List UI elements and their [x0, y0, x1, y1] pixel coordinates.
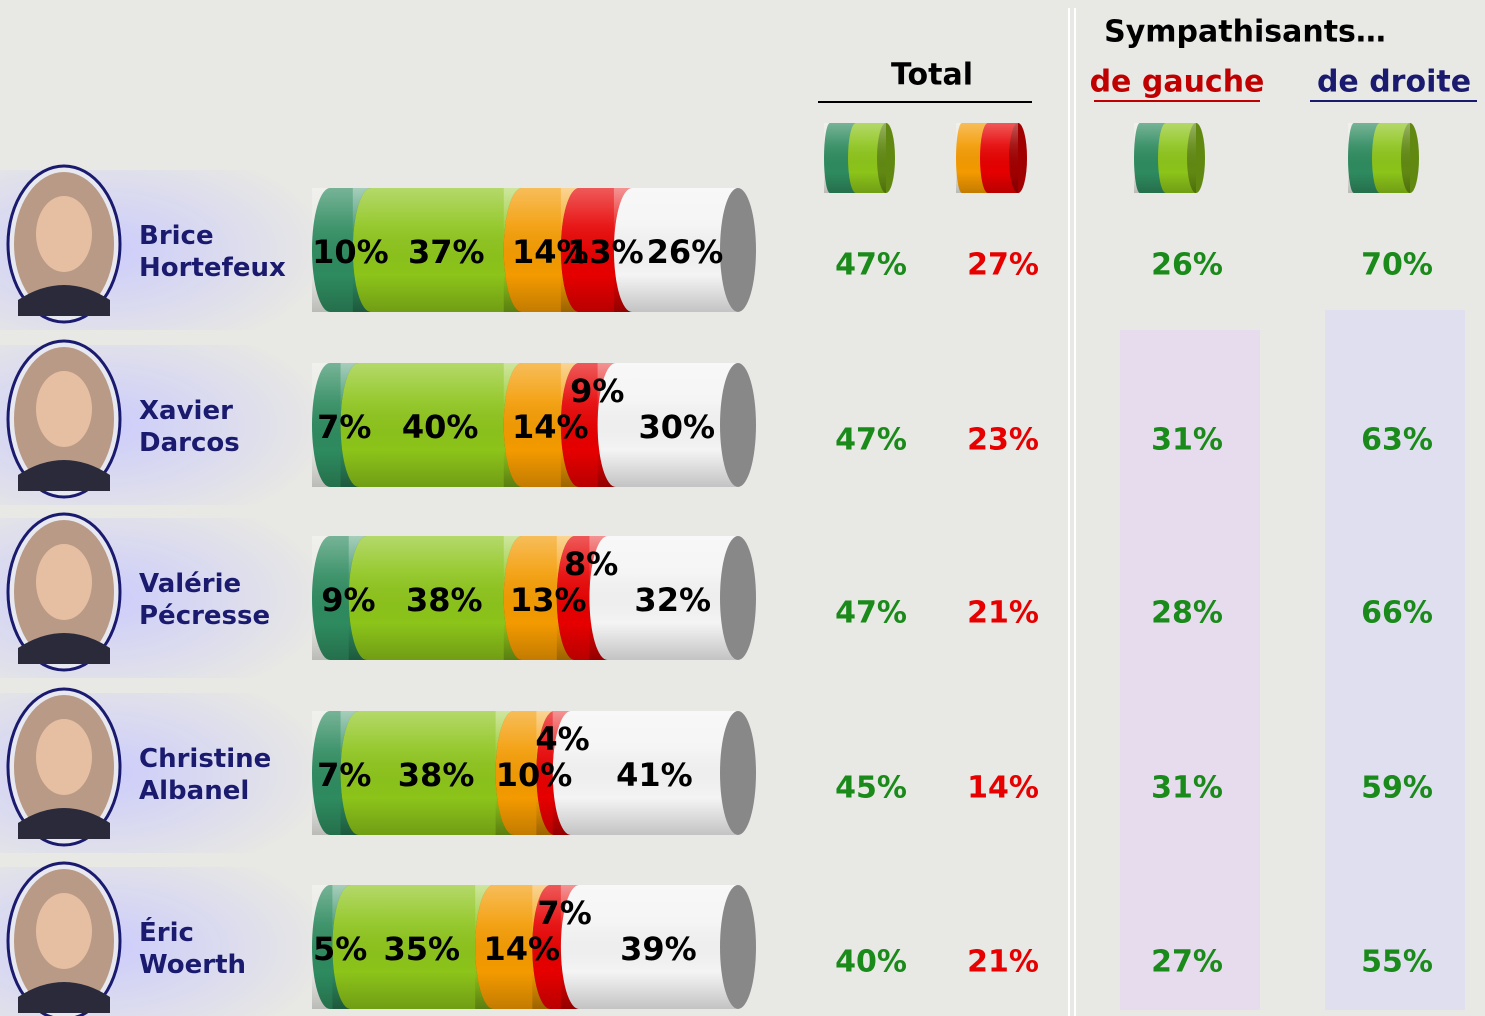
value-label: 32% [634, 581, 711, 619]
table-value: 21% [967, 945, 1039, 980]
table-value: 28% [1151, 596, 1223, 631]
table-value: 63% [1361, 423, 1433, 458]
value-label: 14% [512, 408, 589, 446]
value-label: 38% [406, 581, 483, 619]
photo [18, 982, 110, 1013]
value-label: 9% [321, 581, 375, 619]
value-label: 10% [312, 233, 389, 271]
photo [18, 460, 110, 491]
category-label: Éric Woerth [139, 916, 246, 980]
icon [824, 123, 886, 193]
table-value: 21% [967, 596, 1039, 631]
value-label: 5% [313, 930, 367, 968]
value-label: 38% [398, 756, 475, 794]
value-label: 8% [564, 545, 618, 583]
segment-cap [720, 885, 756, 1009]
table-value: 27% [967, 248, 1039, 283]
column-shade [1325, 310, 1465, 1010]
value-label: 10% [496, 756, 573, 794]
photo [36, 544, 92, 620]
value-label: 26% [647, 233, 724, 271]
table-value: 27% [1151, 945, 1223, 980]
table-value: 45% [835, 771, 907, 806]
segment-shine [613, 188, 738, 312]
segment-cap [720, 188, 756, 312]
photo [18, 808, 110, 839]
segment-shine [589, 536, 738, 660]
photo [36, 196, 92, 272]
value-label: 7% [537, 894, 591, 932]
value-label: 7% [317, 756, 371, 794]
segment-cap [720, 536, 756, 660]
category-label: Valérie Pécresse [139, 569, 270, 631]
segment-shine [332, 885, 494, 1009]
category-label: Xavier Darcos [139, 396, 240, 458]
photo [36, 719, 92, 795]
value-label: 40% [402, 408, 479, 446]
value-label: 14% [512, 233, 589, 271]
header-gauche: de gauche [1090, 65, 1265, 100]
category-label: Christine Albanel [139, 744, 271, 806]
segment-shine [340, 363, 522, 487]
table-value: 70% [1361, 248, 1433, 283]
segment-shine [352, 188, 522, 312]
table-value: 31% [1151, 423, 1223, 458]
table-value: 23% [967, 423, 1039, 458]
value-label: 4% [535, 720, 589, 758]
photo [18, 285, 110, 316]
table-value: 40% [835, 945, 907, 980]
photo [36, 893, 92, 969]
table-value: 14% [967, 771, 1039, 806]
segment-cap [720, 711, 756, 835]
table-value: 26% [1151, 248, 1223, 283]
table-value: 66% [1361, 596, 1433, 631]
table-value: 31% [1151, 771, 1223, 806]
header-droite: de droite [1317, 65, 1471, 100]
icon [1348, 123, 1410, 193]
header-sympathisants: Sympathisants… [1104, 15, 1386, 50]
segment-shine [552, 711, 738, 835]
segment-shine [348, 536, 522, 660]
value-label: 30% [639, 408, 716, 446]
value-label: 39% [620, 930, 697, 968]
value-label: 41% [616, 756, 693, 794]
table-value: 47% [835, 423, 907, 458]
icon [956, 123, 1018, 193]
segment-cap [720, 363, 756, 487]
header-total: Total [891, 58, 973, 93]
value-label: 7% [317, 408, 371, 446]
photo [18, 633, 110, 664]
table-value: 47% [835, 248, 907, 283]
column-shade [1120, 330, 1260, 1010]
segment-shine [560, 885, 738, 1009]
segment-shine [597, 363, 738, 487]
table-value: 55% [1361, 945, 1433, 980]
category-label: Brice Hortefeux [139, 221, 286, 283]
value-label: 37% [408, 233, 485, 271]
value-label: 13% [567, 233, 644, 271]
value-label: 35% [384, 930, 461, 968]
value-label: 13% [510, 581, 587, 619]
table-value: 59% [1361, 771, 1433, 806]
icon [1134, 123, 1196, 193]
table-value: 47% [835, 596, 907, 631]
value-label: 14% [483, 930, 560, 968]
photo [36, 371, 92, 447]
value-label: 9% [570, 372, 624, 410]
segment-shine [340, 711, 514, 835]
